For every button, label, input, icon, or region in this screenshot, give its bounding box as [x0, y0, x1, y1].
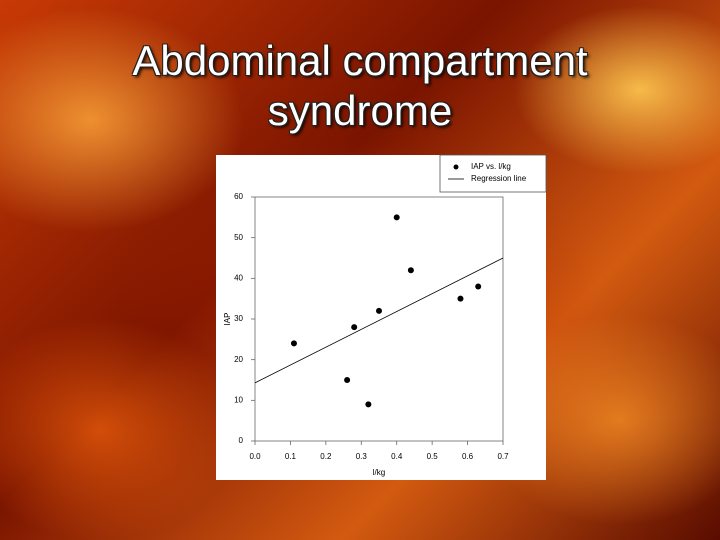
x-tick-label: 0.3: [356, 452, 368, 461]
y-tick-label: 50: [234, 233, 243, 242]
y-tick-label: 30: [234, 314, 243, 323]
data-point: [376, 307, 382, 314]
data-point: [290, 340, 297, 347]
regression-line: [254, 257, 504, 384]
legend-marker: [453, 164, 459, 170]
legend-label: IAP vs. l/kg: [471, 162, 511, 171]
data-point: [393, 214, 400, 221]
slide-title: Abdominal compartment syndrome: [132, 37, 588, 134]
y-tick-label: 20: [234, 355, 243, 364]
x-tick-label: 0.1: [285, 452, 297, 461]
x-tick-label: 0.6: [462, 452, 474, 461]
y-axis-label: IAP: [223, 313, 232, 326]
data-point: [344, 377, 351, 383]
x-tick-label: 0.5: [427, 452, 439, 461]
data-point: [365, 401, 372, 408]
x-tick-label: 0.2: [320, 452, 332, 461]
x-tick-label: 0.4: [391, 452, 403, 461]
x-tick-label: 0.7: [497, 452, 509, 461]
y-tick-label: 40: [234, 273, 243, 282]
y-tick-label: 0: [239, 436, 244, 445]
y-tick-label: 10: [234, 395, 243, 404]
chart-background: [216, 155, 546, 480]
legend-box: [439, 154, 547, 193]
legend-label: Regression line: [471, 174, 527, 183]
data-point: [457, 295, 464, 302]
data-point: [475, 283, 482, 290]
y-tick-label: 60: [234, 192, 243, 201]
data-point: [407, 267, 414, 274]
x-tick-label: 0.0: [249, 452, 261, 461]
x-axis-label: l/kg: [373, 468, 385, 477]
data-point: [351, 324, 358, 331]
